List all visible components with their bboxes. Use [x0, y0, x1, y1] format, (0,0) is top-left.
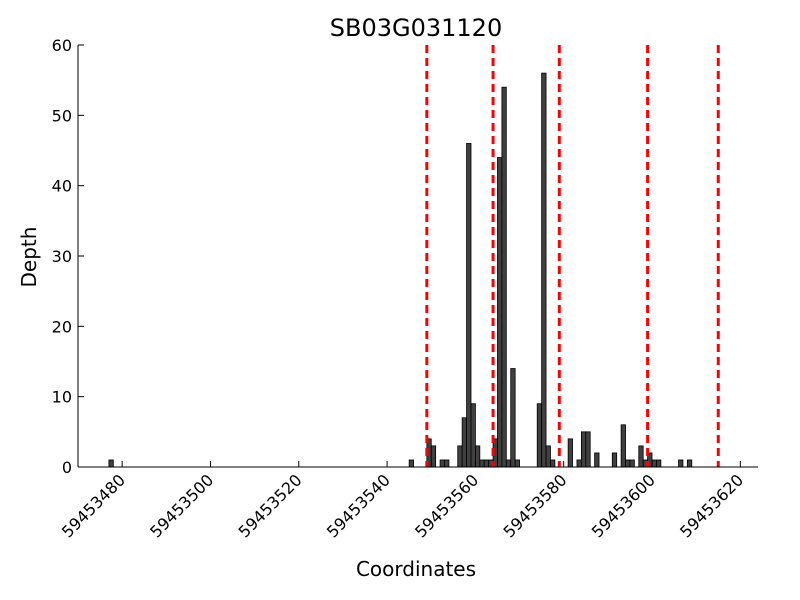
depth-bar: [625, 459, 631, 468]
depth-bar: [656, 459, 662, 468]
x-tick-label: 59453520: [235, 470, 306, 541]
depth-bar: [541, 72, 547, 468]
depth-bar: [576, 459, 582, 468]
depth-bar: [461, 417, 467, 468]
depth-bar: [651, 459, 657, 468]
depth-bar: [510, 368, 516, 468]
depth-bar: [408, 459, 414, 468]
y-tick-label: 50: [52, 106, 72, 125]
y-tick-label: 20: [52, 317, 72, 336]
y-tick-label: 10: [52, 388, 72, 407]
depth-bar: [550, 459, 556, 468]
depth-bar: [678, 459, 684, 468]
depth-bar: [501, 86, 507, 468]
x-axis-label: Coordinates: [356, 557, 476, 581]
depth-bar: [629, 459, 635, 468]
depth-bar: [457, 445, 463, 468]
depth-bar: [611, 452, 618, 468]
x-tick-label: 59453560: [411, 470, 482, 541]
x-tick-label: 59453600: [588, 470, 659, 541]
y-tick-label: 60: [52, 36, 72, 55]
depth-bar: [479, 459, 485, 468]
depth-bar: [536, 403, 543, 468]
depth-bar: [594, 452, 600, 468]
depth-bar: [444, 459, 450, 468]
depth-bar: [514, 459, 520, 468]
y-tick-label: 0: [62, 458, 72, 477]
depth-bar: [497, 157, 503, 468]
y-axis-label: Depth: [17, 227, 41, 288]
y-tick-label: 40: [52, 177, 72, 196]
x-tick-label: 59453500: [146, 470, 217, 541]
x-tick-label: 59453480: [58, 470, 129, 541]
depth-bar: [638, 445, 644, 468]
markers-layer: [425, 45, 720, 467]
depth-bar: [439, 459, 445, 468]
chart-title: SB03G031120: [330, 14, 502, 42]
depth-bar: [567, 438, 573, 468]
depth-bar: [585, 431, 591, 468]
depth-bar: [430, 445, 437, 468]
depth-bar: [466, 143, 472, 468]
depth-bar: [580, 431, 587, 468]
depth-bar: [545, 445, 551, 468]
depth-bar: [505, 459, 512, 468]
x-tick-label: 59453620: [676, 470, 747, 541]
depth-bar: [108, 459, 114, 468]
y-tick-label: 30: [52, 247, 72, 266]
bars-layer: [108, 72, 693, 468]
depth-bar: [470, 403, 476, 468]
depth-bar: [475, 445, 481, 468]
depth-bar: [483, 459, 490, 468]
depth-bar: [620, 424, 626, 468]
x-tick-label: 59453580: [500, 470, 571, 541]
x-tick-label: 59453540: [323, 470, 394, 541]
depth-bar: [686, 459, 693, 468]
